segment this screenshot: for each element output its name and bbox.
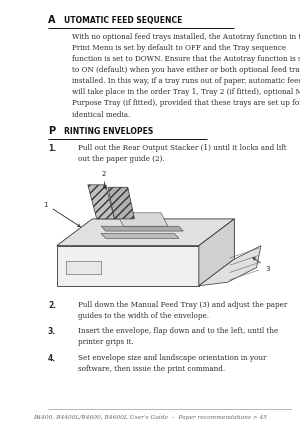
Polygon shape bbox=[117, 213, 168, 227]
Text: printer grips it.: printer grips it. bbox=[78, 337, 134, 345]
Text: 1.: 1. bbox=[48, 144, 56, 153]
Polygon shape bbox=[66, 262, 101, 274]
Text: B4400, B4400L/B4600, B4600L User's Guide  –  Paper recommendations > 45: B4400, B4400L/B4600, B4600L User's Guide… bbox=[33, 414, 267, 419]
Polygon shape bbox=[199, 246, 261, 286]
Text: Pull down the Manual Feed Tray (3) and adjust the paper: Pull down the Manual Feed Tray (3) and a… bbox=[78, 300, 287, 308]
Polygon shape bbox=[57, 246, 199, 286]
Text: 2.: 2. bbox=[48, 300, 56, 309]
Text: function is set to DOWN. Ensure that the Autotray function is set: function is set to DOWN. Ensure that the… bbox=[72, 55, 300, 63]
Text: guides to the width of the envelope.: guides to the width of the envelope. bbox=[78, 311, 209, 319]
Polygon shape bbox=[101, 234, 179, 239]
Polygon shape bbox=[199, 219, 234, 286]
Text: 2: 2 bbox=[101, 171, 106, 189]
Text: to ON (default) when you have either or both optional feed trays: to ON (default) when you have either or … bbox=[72, 66, 300, 74]
Text: will take place in the order Tray 1, Tray 2 (if fitted), optional Multi: will take place in the order Tray 1, Tra… bbox=[72, 88, 300, 96]
Text: 3.: 3. bbox=[48, 326, 56, 335]
Text: UTOMATIC FEED SEQUENCE: UTOMATIC FEED SEQUENCE bbox=[64, 16, 182, 25]
Polygon shape bbox=[101, 227, 183, 232]
Text: installed. In this way, if a tray runs out of paper, automatic feed: installed. In this way, if a tray runs o… bbox=[72, 77, 300, 85]
Text: identical media.: identical media. bbox=[72, 110, 130, 118]
Text: Insert the envelope, flap down and to the left, until the: Insert the envelope, flap down and to th… bbox=[78, 326, 278, 334]
Text: Pull out the Rear Output Stacker (1) until it locks and lift: Pull out the Rear Output Stacker (1) unt… bbox=[78, 144, 286, 152]
Text: A: A bbox=[48, 15, 56, 25]
Text: RINTING ENVELOPES: RINTING ENVELOPES bbox=[64, 127, 153, 135]
Text: 3: 3 bbox=[253, 258, 270, 271]
Polygon shape bbox=[108, 188, 134, 219]
Polygon shape bbox=[57, 219, 234, 246]
Text: software, then issue the print command.: software, then issue the print command. bbox=[78, 364, 225, 372]
Polygon shape bbox=[88, 185, 115, 219]
Text: With no optional feed trays installed, the Autotray function in the: With no optional feed trays installed, t… bbox=[72, 33, 300, 41]
Text: Set envelope size and landscape orientation in your: Set envelope size and landscape orientat… bbox=[78, 353, 266, 361]
Text: Print Menu is set by default to OFF and the Tray sequence: Print Menu is set by default to OFF and … bbox=[72, 44, 286, 52]
Text: P: P bbox=[48, 126, 55, 135]
Text: 1: 1 bbox=[44, 202, 80, 227]
Text: out the paper guide (2).: out the paper guide (2). bbox=[78, 155, 165, 163]
Text: 4.: 4. bbox=[48, 353, 56, 362]
Text: Purpose Tray (if fitted), provided that these trays are set up for: Purpose Tray (if fitted), provided that … bbox=[72, 99, 300, 107]
